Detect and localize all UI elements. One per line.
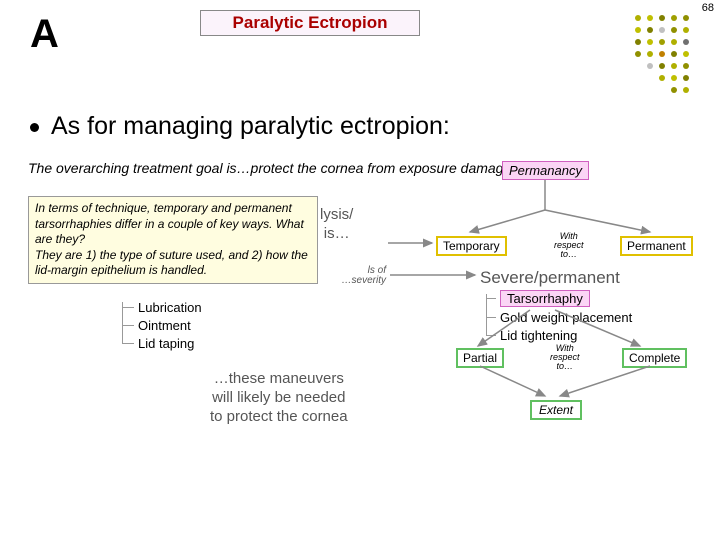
with-respect-1: With respect to… (554, 232, 584, 259)
tarsorrhaphy-label: Tarsorrhaphy (500, 290, 590, 307)
ointment-item: Ointment (138, 318, 191, 333)
temporary-node: Temporary (436, 236, 507, 256)
right-bracket-h1 (486, 298, 496, 299)
partial-node: Partial (456, 348, 504, 368)
bullet-text: As for managing paralytic ectropion: (51, 112, 450, 140)
maneuvers-text: …these maneuvers will likely be needed t… (210, 370, 348, 426)
lid-tightening-label: Lid tightening (500, 328, 577, 343)
extent-node: Extent (530, 400, 582, 420)
lid-taping-item: Lid taping (138, 336, 194, 351)
slide-title: Paralytic Ectropion (200, 10, 420, 36)
main-bullet: As for managing paralytic ectropion: (30, 112, 450, 141)
bullet-icon (30, 123, 39, 132)
severe-label: Severe/permanent (480, 268, 620, 288)
lubrication-item: Lubrication (138, 300, 202, 315)
goal-line: The overarching treatment goal is…protec… (28, 160, 511, 176)
left-bracket-h2 (122, 325, 134, 326)
right-bracket-h2 (486, 317, 496, 318)
section-letter: A (30, 12, 59, 57)
permanancy-label: Permanancy (502, 161, 589, 180)
with-respect-2: With respect to… (550, 344, 580, 371)
left-bracket-v (122, 302, 123, 344)
right-bracket-v (486, 294, 487, 336)
lysis-fragment: lysis/ is… (320, 206, 353, 244)
decorative-dots (628, 8, 708, 98)
permanent-node: Permanent (620, 236, 693, 256)
left-bracket-h3 (122, 343, 134, 344)
right-bracket-h3 (486, 335, 496, 336)
technique-callout: In terms of technique, temporary and per… (28, 196, 318, 284)
levels-fragment: ls of …severity (326, 266, 386, 286)
complete-node: Complete (622, 348, 687, 368)
left-bracket-h1 (122, 307, 134, 308)
gold-weight-label: Gold weight placement (500, 310, 632, 325)
